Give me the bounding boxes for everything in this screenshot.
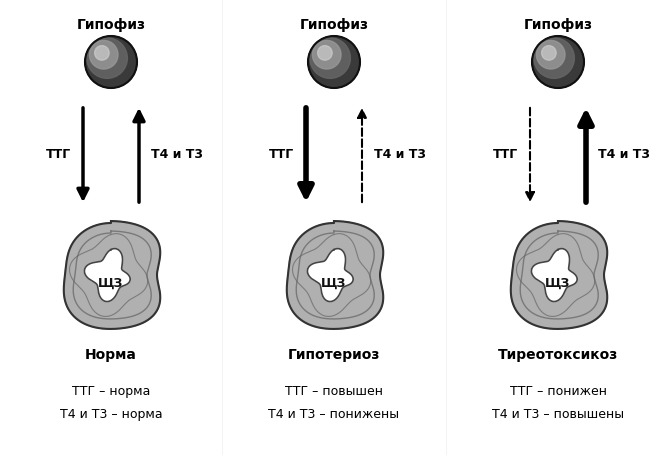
Polygon shape: [84, 248, 130, 302]
Polygon shape: [307, 248, 353, 302]
Text: Т4 и Т3: Т4 и Т3: [374, 148, 426, 162]
Text: ЩЗ: ЩЗ: [321, 277, 347, 289]
Text: ТТГ – норма: ТТГ – норма: [72, 385, 150, 398]
Polygon shape: [64, 221, 161, 329]
Text: Норма: Норма: [85, 348, 137, 362]
Text: Гипофиз: Гипофиз: [300, 18, 369, 32]
Circle shape: [90, 40, 118, 69]
Text: Гипотериоз: Гипотериоз: [288, 348, 380, 362]
Circle shape: [85, 36, 137, 88]
Text: ЩЗ: ЩЗ: [545, 277, 571, 289]
Polygon shape: [287, 221, 383, 329]
Text: ТТГ – понижен: ТТГ – понижен: [510, 385, 607, 398]
Text: ТТГ – повышен: ТТГ – повышен: [285, 385, 383, 398]
Circle shape: [310, 38, 351, 78]
Circle shape: [312, 40, 341, 69]
Polygon shape: [531, 248, 577, 302]
Circle shape: [87, 38, 127, 78]
Text: ТТГ: ТТГ: [493, 148, 518, 162]
Text: ТТГ: ТТГ: [269, 148, 294, 162]
Text: Т4 и Т3 – норма: Т4 и Т3 – норма: [60, 408, 163, 421]
Text: Т4 и Т3: Т4 и Т3: [598, 148, 650, 162]
Circle shape: [94, 46, 109, 60]
Text: Т4 и Т3: Т4 и Т3: [151, 148, 203, 162]
Circle shape: [534, 38, 575, 78]
Text: ТТГ: ТТГ: [45, 148, 71, 162]
Text: Гипофиз: Гипофиз: [76, 18, 145, 32]
Polygon shape: [510, 221, 607, 329]
Text: Тиреотоксикоз: Тиреотоксикоз: [498, 348, 618, 362]
Circle shape: [532, 36, 584, 88]
Text: ЩЗ: ЩЗ: [98, 277, 124, 289]
Text: Гипофиз: Гипофиз: [524, 18, 593, 32]
Circle shape: [537, 40, 565, 69]
Circle shape: [318, 46, 332, 60]
Text: Т4 и Т3 – повышены: Т4 и Т3 – повышены: [492, 408, 624, 421]
Circle shape: [308, 36, 360, 88]
Text: Т4 и Т3 – понижены: Т4 и Т3 – понижены: [268, 408, 399, 421]
Circle shape: [542, 46, 556, 60]
